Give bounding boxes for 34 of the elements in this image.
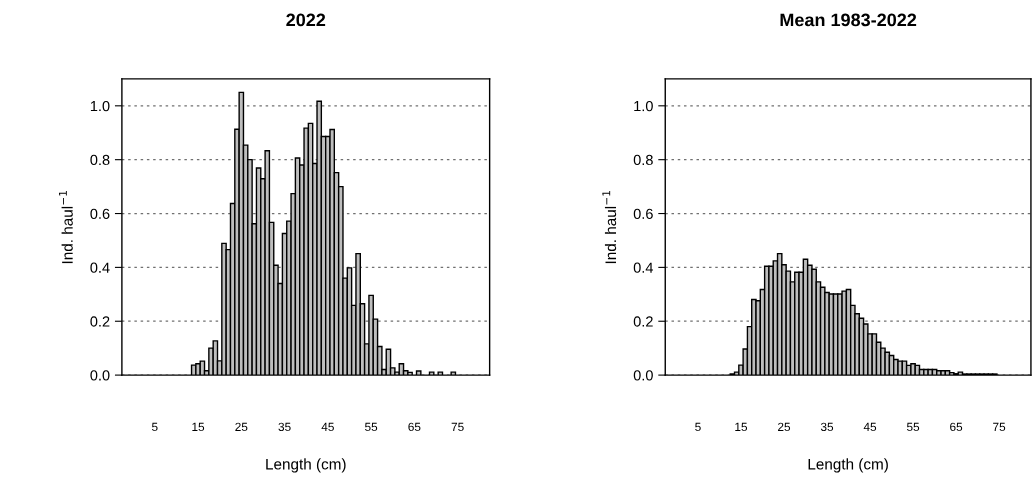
x-tick-label: 65 bbox=[950, 422, 963, 431]
y-tick-label: 1.0 bbox=[634, 100, 653, 112]
x-tick-label: 55 bbox=[906, 422, 920, 431]
x-tick-label: 45 bbox=[321, 422, 334, 431]
y-tick-label: 0.4 bbox=[633, 262, 654, 273]
x-tick-label: 45 bbox=[863, 422, 877, 431]
y-tick-label: 0.6 bbox=[90, 208, 110, 219]
y-tick-label: 0.2 bbox=[90, 316, 110, 327]
x-tick-label: 35 bbox=[278, 422, 291, 431]
x-tick-label: 5 bbox=[151, 422, 158, 431]
y-tick-label: 0.0 bbox=[633, 370, 653, 381]
x-tick-label: 55 bbox=[365, 422, 378, 431]
x-axis-title: Length (cm) bbox=[266, 458, 346, 473]
y-tick-label: 0.6 bbox=[633, 208, 653, 219]
y-tick-label: 1.0 bbox=[90, 100, 110, 112]
chart-title: 2022 bbox=[286, 13, 326, 27]
y-tick-label: 0.2 bbox=[633, 316, 653, 327]
chart-title: Mean 1983-2022 bbox=[780, 13, 917, 27]
x-tick-label: 65 bbox=[408, 422, 421, 431]
x-tick-label: 15 bbox=[192, 422, 205, 431]
y-tick-label: 0.0 bbox=[90, 370, 110, 381]
x-tick-label: 35 bbox=[820, 422, 834, 431]
x-tick-label: 5 bbox=[695, 422, 701, 431]
x-tick-label: 75 bbox=[993, 422, 1006, 431]
y-axis-title: Ind. haul$^{−1}$ bbox=[602, 190, 617, 264]
y-tick-label: 0.8 bbox=[90, 154, 110, 166]
y-tick-label: 0.8 bbox=[633, 154, 653, 166]
y-tick-label: 0.4 bbox=[90, 262, 110, 273]
x-tick-label: 75 bbox=[451, 422, 464, 431]
x-tick-label: 25 bbox=[778, 422, 791, 431]
y-axis-title: Ind. haul$^{−1}$ bbox=[59, 190, 73, 264]
x-axis-title: Length (cm) bbox=[808, 458, 888, 473]
x-tick-label: 15 bbox=[735, 422, 748, 431]
x-tick-label: 25 bbox=[235, 422, 248, 431]
